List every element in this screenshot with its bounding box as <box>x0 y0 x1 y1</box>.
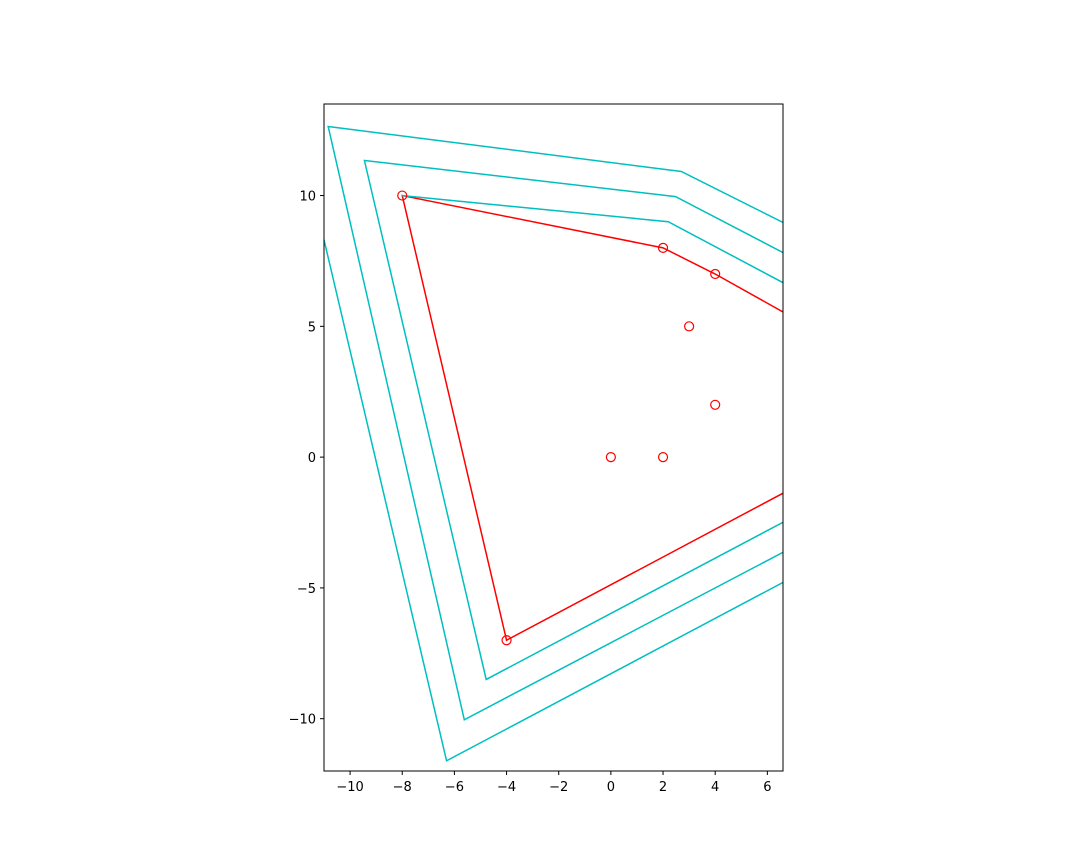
x-tick-label: −4 <box>497 780 516 795</box>
y-tick-label: 5 <box>308 320 316 335</box>
y-tick-label: 0 <box>308 451 316 466</box>
point <box>657 452 669 463</box>
x-tick-label: 4 <box>711 780 719 795</box>
line <box>327 125 783 721</box>
point <box>710 268 721 280</box>
point <box>710 399 721 410</box>
plot-area <box>324 125 783 762</box>
line <box>401 194 783 284</box>
axes: −10 −8 −6 −4 −2 0 2 4 6 −10 −5 0 5 10 <box>289 190 772 795</box>
x-tick-label: 0 <box>607 780 615 795</box>
y-tick-label: −5 <box>297 582 316 597</box>
point <box>605 452 616 463</box>
point <box>501 635 512 646</box>
line <box>401 194 783 642</box>
x-tick-label: 2 <box>659 780 667 795</box>
y-tick-label: 10 <box>299 190 316 205</box>
x-tick-label: −8 <box>393 780 412 795</box>
point <box>397 190 408 201</box>
x-tick-label: −10 <box>336 780 363 795</box>
point <box>657 242 669 253</box>
x-tick-label: −6 <box>445 780 464 795</box>
x-tick-label: −2 <box>549 780 568 795</box>
axes-frame <box>323 103 784 772</box>
point <box>684 321 695 332</box>
line <box>363 159 783 681</box>
line <box>324 239 783 762</box>
x-tick-label: 6 <box>763 780 771 795</box>
y-tick-label: −10 <box>289 713 316 728</box>
